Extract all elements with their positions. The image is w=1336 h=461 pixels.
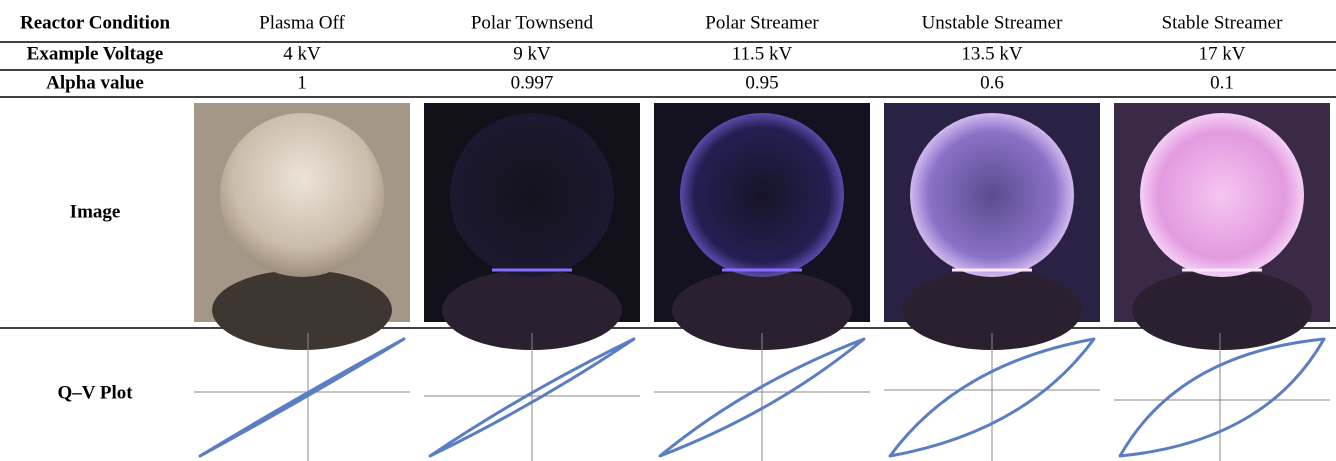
- photo-sphere: [220, 113, 384, 277]
- header-label: Reactor Condition: [20, 12, 170, 33]
- row-label: Q–V Plot: [57, 382, 133, 403]
- table-cell: 9 kV: [513, 43, 551, 64]
- qv-loop: [1120, 339, 1324, 456]
- table-cell: 1: [297, 72, 307, 93]
- row-label: Example Voltage: [27, 43, 164, 64]
- table-cell: 17 kV: [1199, 43, 1246, 64]
- figure-table: Reactor Condition Example Voltage Alpha …: [0, 0, 1336, 461]
- table-cell: 13.5 kV: [961, 43, 1023, 64]
- photo-sphere: [450, 113, 614, 277]
- table-cell: 0.1: [1210, 72, 1234, 93]
- column-header: Polar Streamer: [705, 12, 819, 33]
- photo-sphere: [680, 113, 844, 277]
- photo-base: [212, 270, 392, 350]
- photo-sphere: [1140, 113, 1304, 277]
- table-cell: 0.6: [980, 72, 1004, 93]
- photo-sphere: [910, 113, 1074, 277]
- row-label: Alpha value: [46, 72, 144, 93]
- row-label: Image: [70, 201, 121, 222]
- table-cell: 4 kV: [283, 43, 321, 64]
- column-header: Plasma Off: [259, 12, 345, 33]
- column-header: Stable Streamer: [1162, 12, 1283, 33]
- column-header: Polar Townsend: [471, 12, 594, 33]
- column-header: Unstable Streamer: [922, 12, 1064, 33]
- table-cell: 0.997: [511, 72, 554, 93]
- table-cell: 11.5 kV: [732, 43, 793, 64]
- page: {"table": { "header": ["Reactor Conditio…: [0, 0, 1336, 461]
- photo-base: [1132, 270, 1312, 350]
- table-cell: 0.95: [745, 72, 778, 93]
- qv-loop: [200, 339, 404, 456]
